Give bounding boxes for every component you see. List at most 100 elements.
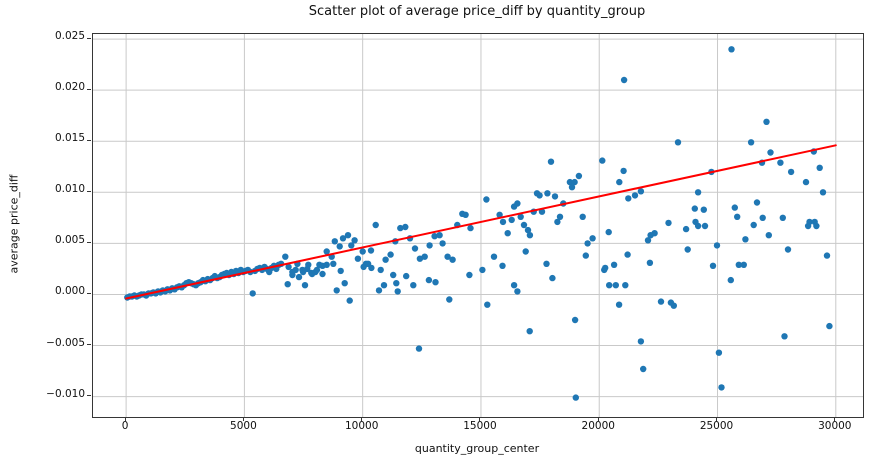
data-point (499, 218, 507, 226)
data-point (504, 230, 511, 237)
data-point (670, 302, 677, 309)
x-tick-mark (716, 417, 718, 421)
data-point (403, 272, 410, 280)
data-point (753, 199, 761, 206)
data-point (566, 178, 574, 186)
data-point (339, 235, 347, 242)
data-point (599, 157, 606, 164)
data-point (397, 224, 404, 232)
data-point (640, 365, 647, 373)
data-point (544, 190, 551, 197)
data-point (728, 46, 735, 53)
data-point (694, 222, 702, 230)
x-tick-mark (361, 417, 363, 421)
data-point (337, 267, 344, 275)
data-point (346, 297, 353, 304)
data-point (665, 219, 672, 227)
x-tick-mark (597, 417, 599, 421)
data-point (524, 226, 532, 234)
data-point (779, 214, 786, 221)
data-point (767, 149, 774, 156)
data-point (682, 225, 690, 233)
data-point (536, 192, 543, 199)
data-point (625, 195, 632, 202)
x-tick-label: 10000 (344, 420, 379, 432)
data-point (499, 262, 506, 269)
data-point (387, 251, 394, 258)
data-point (292, 266, 299, 274)
data-point (522, 248, 529, 255)
y-tick-label: 0.020 (54, 81, 85, 94)
data-point (713, 242, 721, 249)
y-tick-label: 0.010 (54, 183, 85, 196)
data-point (432, 279, 439, 286)
data-point (421, 253, 428, 260)
scatter-canvas (93, 34, 863, 417)
data-point (410, 282, 417, 289)
data-point (554, 218, 561, 226)
data-point (740, 261, 747, 268)
data-point (551, 193, 559, 200)
data-point (651, 230, 658, 237)
x-tick-mark (242, 417, 244, 421)
data-point (571, 316, 579, 324)
y-tick-label: 0.000 (54, 285, 85, 298)
data-point (709, 262, 717, 269)
data-point (319, 270, 326, 278)
data-point (572, 394, 579, 401)
data-point (526, 328, 533, 335)
data-point (312, 268, 319, 276)
data-point (612, 282, 619, 289)
data-point (462, 211, 469, 218)
y-tick-mark (87, 344, 91, 345)
data-point (589, 235, 596, 242)
data-point (777, 159, 784, 166)
data-point (763, 118, 770, 126)
data-point (605, 228, 612, 236)
data-point (691, 205, 698, 212)
y-tick-mark (87, 395, 91, 397)
y-tick-mark (87, 37, 91, 39)
x-tick-label: 15000 (463, 420, 497, 432)
data-point (439, 240, 446, 247)
data-point (467, 224, 474, 232)
data-point (372, 221, 379, 229)
data-point (701, 222, 709, 230)
data-point (416, 255, 424, 262)
data-point (336, 243, 343, 250)
data-point (543, 260, 550, 267)
data-point (285, 263, 292, 271)
y-tick-label: 0.025 (54, 30, 85, 43)
data-point (517, 213, 524, 220)
data-point (620, 167, 627, 175)
data-point (823, 252, 831, 259)
data-point (375, 287, 383, 294)
data-point (694, 189, 702, 196)
data-point (620, 76, 628, 84)
data-point (466, 271, 473, 279)
data-point (284, 281, 291, 288)
data-point (657, 298, 665, 305)
data-point (331, 238, 338, 245)
y-tick-mark (87, 241, 91, 243)
data-point (249, 290, 256, 297)
data-point (484, 301, 491, 308)
data-point (750, 221, 757, 229)
y-tick-mark (87, 190, 91, 192)
data-point (496, 211, 503, 218)
x-tick-mark (124, 417, 126, 421)
data-point (674, 139, 682, 146)
trend-line (125, 144, 837, 300)
data-point (305, 261, 312, 268)
data-point (616, 178, 623, 186)
y-tick-label: −0.010 (46, 387, 85, 400)
x-tick-mark (834, 417, 836, 421)
data-point (425, 276, 433, 284)
data-point (367, 247, 375, 254)
data-point (360, 263, 367, 271)
data-point (411, 245, 419, 252)
data-point (415, 345, 423, 352)
data-point (526, 232, 534, 239)
data-point (436, 232, 443, 239)
